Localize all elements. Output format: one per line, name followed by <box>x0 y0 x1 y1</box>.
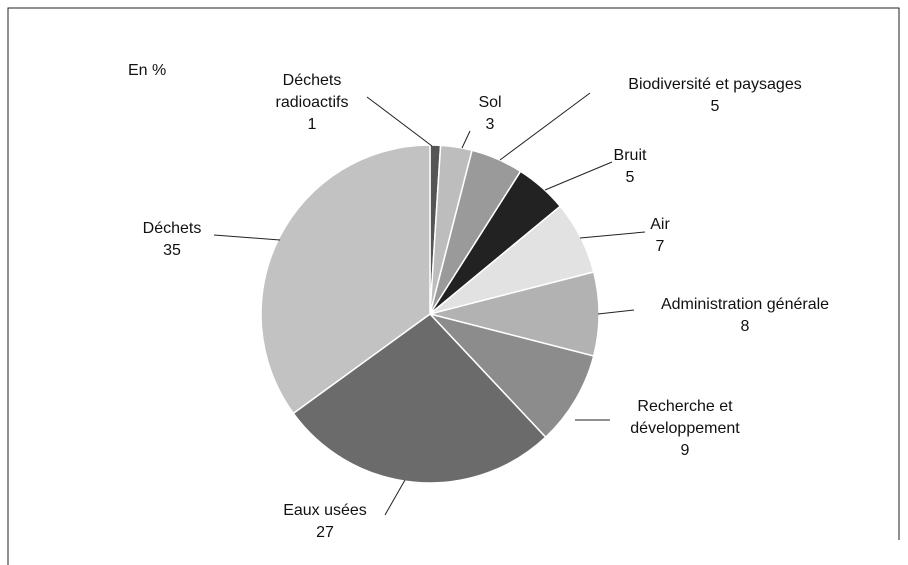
value-label: 8 <box>740 318 750 335</box>
value-label: 1 <box>307 116 317 133</box>
leader-line <box>499 92 591 161</box>
category-name: Déchets radioactifs <box>275 72 349 111</box>
value-label: 5 <box>710 98 720 115</box>
leader-line <box>597 309 635 315</box>
category-name: Air <box>650 216 670 233</box>
pie-slice <box>260 144 431 415</box>
value-label: 5 <box>625 169 635 186</box>
unit-label: En % <box>128 62 167 79</box>
leader-line <box>366 96 433 147</box>
slice-label: Bruit 5 <box>600 145 660 189</box>
slice-label: Recherche et développement 9 <box>610 396 760 462</box>
value-label: 9 <box>680 442 690 459</box>
slice-label: Déchets radioactifs 1 <box>262 70 362 136</box>
slice-label: Sol 3 <box>460 92 520 136</box>
value-label: 35 <box>163 242 181 259</box>
value-label: 7 <box>655 238 665 255</box>
slice-label: Air 7 <box>630 214 690 258</box>
category-name: Bruit <box>613 147 647 164</box>
frame <box>7 7 900 565</box>
pie-slice <box>427 312 595 439</box>
slice-label: Biodiversité et paysages 5 <box>595 74 835 118</box>
slice-label: Déchets 35 <box>122 218 222 262</box>
value-label: 27 <box>316 524 334 541</box>
category-name: Recherche et développement <box>630 398 740 437</box>
leader-line <box>461 130 471 149</box>
slice-label: Administration générale 8 <box>625 294 865 338</box>
category-name: Sol <box>478 94 502 111</box>
value-label: 3 <box>485 116 495 133</box>
leader-line <box>579 231 646 239</box>
leader-line <box>384 479 406 516</box>
slice-label: Eaux usées 27 <box>265 500 385 544</box>
leader-line <box>213 234 281 241</box>
leader-line <box>544 161 613 191</box>
category-name: Biodiversité et paysages <box>628 76 802 93</box>
category-name: Eaux usées <box>283 502 367 519</box>
category-name: Déchets <box>142 220 202 237</box>
category-name: Administration générale <box>660 296 830 313</box>
pie-slice <box>292 313 547 484</box>
